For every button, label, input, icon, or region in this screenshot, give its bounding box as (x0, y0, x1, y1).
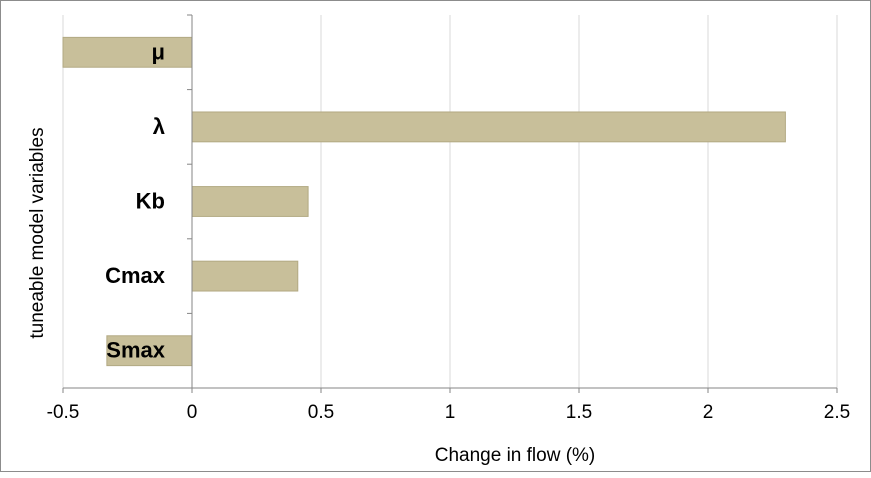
category-label: μ (152, 39, 165, 64)
bar-5 (106, 335, 193, 367)
gridlines (62, 15, 838, 388)
category-label: Kb (136, 189, 165, 214)
category-label: Smax (106, 338, 165, 363)
x-tick-labels: -0.5 0 0.5 1 1.5 2 2.5 (47, 402, 851, 423)
x-tick-label: 2 (703, 402, 714, 423)
bar-1 (62, 36, 193, 68)
bar-2 (191, 111, 786, 143)
category-label: Cmax (105, 263, 166, 288)
x-tick-label: 1.5 (566, 402, 592, 423)
x-axis-title: Change in flow (%) (435, 445, 596, 466)
category-labels: μ λ Kb Cmax Smax (105, 39, 166, 362)
bars (62, 36, 786, 367)
x-tick-label: 0.5 (308, 402, 334, 423)
category-label: λ (153, 114, 165, 139)
x-tick-label: 2.5 (824, 402, 850, 423)
bar-3 (191, 186, 309, 217)
bar-4 (191, 260, 299, 292)
x-tick-label: -0.5 (47, 402, 80, 423)
x-tick-label: 1 (445, 402, 456, 423)
x-tick-label: 0 (187, 402, 198, 423)
y-axis-title: tuneable model variables (27, 127, 48, 338)
axes (62, 14, 838, 393)
